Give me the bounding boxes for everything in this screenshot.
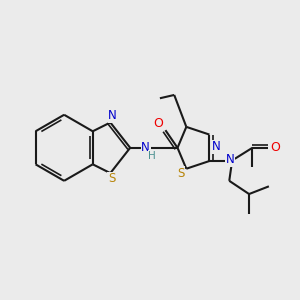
Text: N: N: [212, 140, 220, 153]
Text: N: N: [108, 110, 117, 122]
Text: N: N: [141, 141, 150, 154]
Text: S: S: [177, 167, 184, 180]
Text: H: H: [148, 151, 156, 160]
Text: S: S: [108, 172, 115, 185]
Text: O: O: [153, 117, 163, 130]
Text: N: N: [226, 153, 235, 167]
Text: O: O: [271, 141, 281, 154]
